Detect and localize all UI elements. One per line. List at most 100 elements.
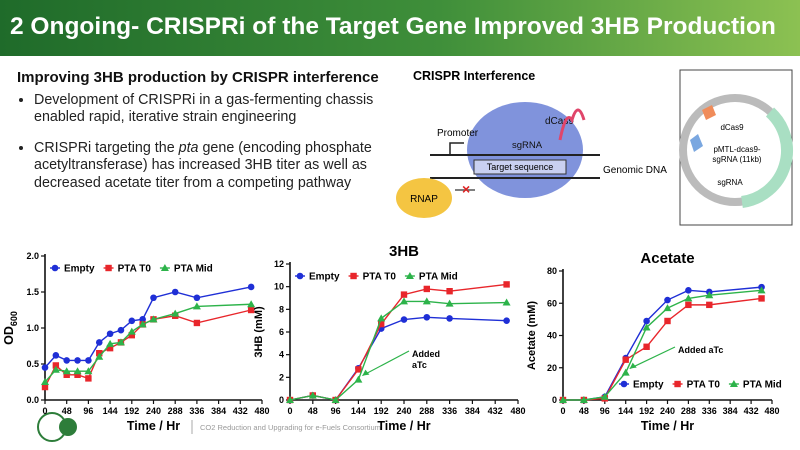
data-point <box>106 339 115 347</box>
diagram-title: CRISPR Interference <box>413 69 535 83</box>
legend-label: PTA Mid <box>174 264 213 275</box>
data-point <box>422 297 431 305</box>
data-point <box>171 288 179 296</box>
data-point <box>171 309 180 317</box>
x-tick-label: 288 <box>681 406 696 416</box>
x-tick-label: 384 <box>723 406 738 416</box>
legend-label: PTA T0 <box>687 380 721 391</box>
plasmid-segment <box>690 134 703 152</box>
data-point <box>193 294 201 302</box>
diagram-label: dCas9 <box>545 116 574 127</box>
data-point <box>445 299 454 307</box>
block-mark: × <box>462 181 470 197</box>
chart-title: 3HB <box>389 243 419 260</box>
x-tick-label: 432 <box>744 406 759 416</box>
bullet: Development of CRISPRi in a gas-fermenti… <box>34 92 414 126</box>
data-point <box>685 287 692 294</box>
data-point <box>149 315 158 323</box>
y-tick-label: 8 <box>279 304 284 314</box>
bullet-text: CRISPRi targeting the <box>34 140 179 157</box>
x-tick-label: 192 <box>639 406 654 416</box>
y-tick-label: 0.0 <box>26 395 39 405</box>
series-line <box>289 283 507 401</box>
data-point <box>503 281 510 288</box>
y-axis-label: OD600 <box>2 311 19 345</box>
legend-marker <box>405 272 414 279</box>
data-point <box>643 317 650 325</box>
x-tick-label: 336 <box>189 406 204 416</box>
annotation-arrowhead <box>362 369 370 376</box>
data-point <box>150 294 157 302</box>
data-point <box>52 362 60 369</box>
x-tick-label: 48 <box>62 406 72 416</box>
data-point <box>600 392 609 400</box>
x-tick-label: 0 <box>560 406 565 416</box>
legend-marker <box>729 380 738 387</box>
annotation: Added aTc <box>678 345 723 355</box>
diagram-label: Genomic DNA <box>603 165 667 176</box>
plasmid-segment <box>740 107 793 208</box>
legend-marker <box>51 264 59 272</box>
x-tick-label: 192 <box>124 406 139 416</box>
data-point <box>117 326 125 334</box>
y-tick-label: 6 <box>279 327 284 337</box>
legend-label: Empty <box>309 272 340 283</box>
footer-text: CO2 Reduction and Upgrading for e-Fuels … <box>200 423 381 432</box>
data-point <box>247 306 255 314</box>
plasmid-label: dCas9 <box>720 123 744 132</box>
data-point <box>63 371 70 378</box>
diagram-label: RNAP <box>410 194 438 205</box>
data-point <box>73 367 82 375</box>
data-point <box>138 320 147 328</box>
legend-marker <box>105 264 112 272</box>
data-point <box>52 352 60 359</box>
x-tick-label: 336 <box>702 406 717 416</box>
annotation: Added <box>412 349 440 359</box>
data-point <box>331 396 340 403</box>
legend-label: PTA T0 <box>118 264 152 275</box>
data-point <box>85 357 92 364</box>
y-tick-label: 0.5 <box>26 359 39 369</box>
data-point <box>503 317 510 324</box>
legend-marker <box>296 272 304 280</box>
x-tick-label: 240 <box>146 406 161 416</box>
legend-label: Empty <box>633 380 664 391</box>
data-point <box>84 367 93 375</box>
data-point <box>192 302 201 310</box>
data-point <box>106 330 114 338</box>
x-axis-label: Time / Hr <box>377 419 430 433</box>
data-point <box>139 316 146 323</box>
data-point <box>116 338 125 346</box>
target-box <box>473 159 567 175</box>
legend-marker <box>350 272 357 280</box>
data-point <box>664 296 671 304</box>
data-point <box>106 344 114 352</box>
data-point <box>354 375 363 383</box>
data-point <box>95 352 104 360</box>
data-point <box>446 288 453 295</box>
data-point <box>51 365 60 373</box>
y-tick-label: 0 <box>552 395 557 405</box>
subtitle: Improving 3HB production by CRISPR inter… <box>17 69 379 86</box>
plasmid-label: sgRNA (11kb) <box>712 155 762 164</box>
legend-marker <box>674 380 681 388</box>
annotation-arrow <box>362 350 410 377</box>
x-tick-label: 144 <box>103 406 118 416</box>
y-tick-label: 60 <box>547 298 557 308</box>
series-line <box>44 286 252 369</box>
y-tick-label: 12 <box>274 259 284 269</box>
x-tick-label: 96 <box>83 406 93 416</box>
x-tick-label: 0 <box>42 406 47 416</box>
promoter-arrow <box>449 142 464 155</box>
legend-label: PTA Mid <box>743 380 782 391</box>
data-point <box>400 297 408 305</box>
data-point <box>705 291 714 299</box>
x-tick-label: 480 <box>510 406 525 416</box>
data-point <box>502 298 511 306</box>
gene-name: pta <box>178 140 199 157</box>
data-point <box>247 300 256 308</box>
data-point <box>85 375 92 382</box>
x-tick-label: 384 <box>465 406 480 416</box>
x-tick-label: 288 <box>419 406 434 416</box>
rnap-shape <box>396 178 452 218</box>
